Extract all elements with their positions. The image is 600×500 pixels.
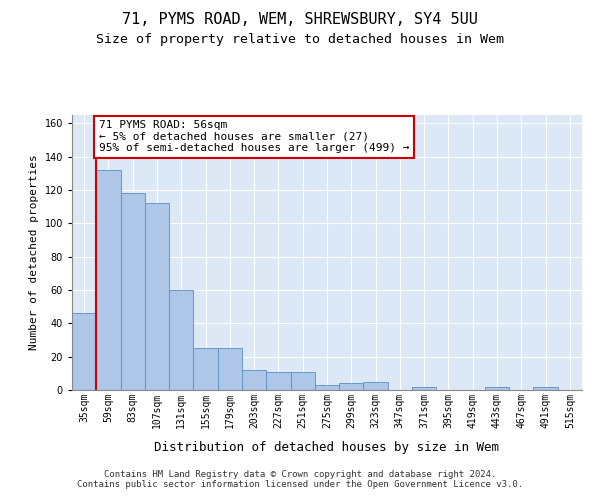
Y-axis label: Number of detached properties: Number of detached properties <box>29 154 39 350</box>
Text: Distribution of detached houses by size in Wem: Distribution of detached houses by size … <box>155 441 499 454</box>
Bar <box>242 370 266 390</box>
Bar <box>339 384 364 390</box>
Bar <box>485 386 509 390</box>
Bar <box>145 204 169 390</box>
Bar <box>315 385 339 390</box>
Text: 71 PYMS ROAD: 56sqm
← 5% of detached houses are smaller (27)
95% of semi-detache: 71 PYMS ROAD: 56sqm ← 5% of detached hou… <box>99 120 409 153</box>
Text: 71, PYMS ROAD, WEM, SHREWSBURY, SY4 5UU: 71, PYMS ROAD, WEM, SHREWSBURY, SY4 5UU <box>122 12 478 28</box>
Bar <box>533 386 558 390</box>
Bar <box>266 372 290 390</box>
Bar <box>72 314 96 390</box>
Text: Contains HM Land Registry data © Crown copyright and database right 2024.
Contai: Contains HM Land Registry data © Crown c… <box>77 470 523 489</box>
Text: Size of property relative to detached houses in Wem: Size of property relative to detached ho… <box>96 32 504 46</box>
Bar <box>169 290 193 390</box>
Bar <box>412 386 436 390</box>
Bar <box>193 348 218 390</box>
Bar <box>96 170 121 390</box>
Bar <box>218 348 242 390</box>
Bar <box>290 372 315 390</box>
Bar <box>121 194 145 390</box>
Bar <box>364 382 388 390</box>
